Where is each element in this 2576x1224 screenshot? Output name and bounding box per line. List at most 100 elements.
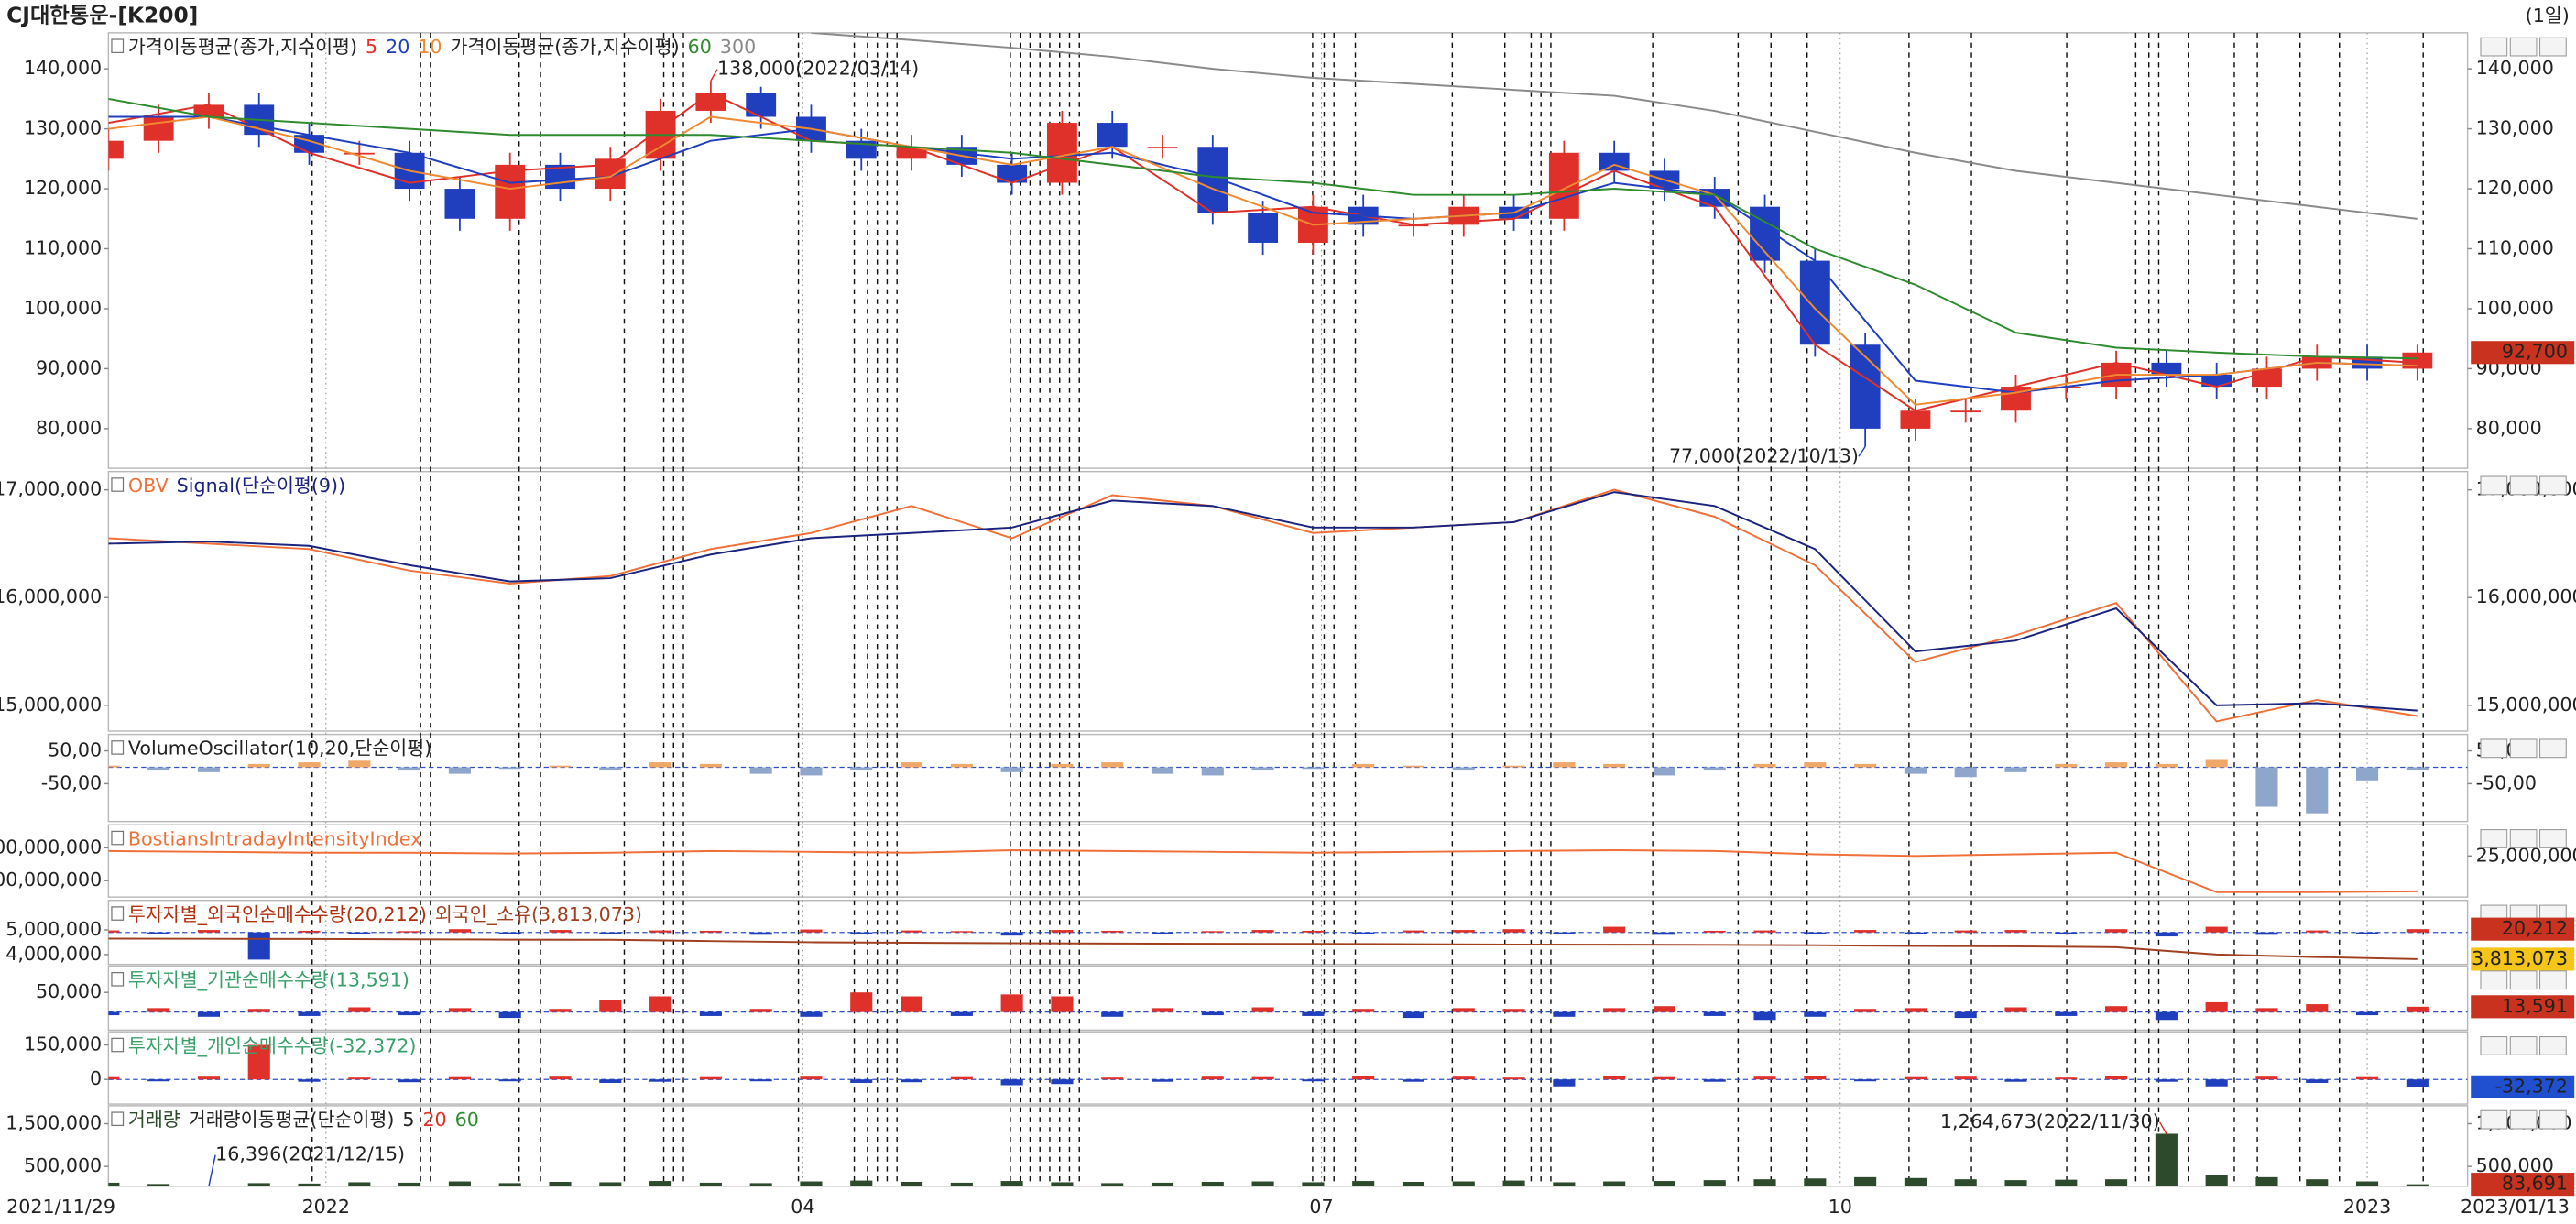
bar xyxy=(1854,763,1877,768)
price-tag xyxy=(2471,1173,2575,1197)
bar xyxy=(1201,1181,1224,1186)
bar xyxy=(108,765,120,768)
bar xyxy=(108,1076,120,1080)
bar xyxy=(1854,930,1877,933)
bar xyxy=(1804,1011,1827,1017)
legend-icon xyxy=(111,477,125,492)
bar xyxy=(247,1009,270,1012)
bar xyxy=(1954,1076,1977,1080)
y-tick-label: 50,00 xyxy=(48,739,102,761)
bar xyxy=(1302,1011,1325,1016)
bar xyxy=(1352,1076,1375,1080)
bar xyxy=(800,1011,823,1017)
y-tick-label: 150,000 xyxy=(24,1033,102,1055)
pane xyxy=(108,1044,2468,1087)
bar xyxy=(448,767,471,774)
bar xyxy=(1000,994,1023,1012)
bar xyxy=(1402,1011,1425,1019)
bar xyxy=(2004,1007,2027,1012)
x-tick-label: 2023 xyxy=(2343,1196,2391,1218)
bar xyxy=(900,1181,923,1186)
bar xyxy=(2004,1180,2027,1186)
legend-item: 5 xyxy=(366,36,377,58)
bar xyxy=(108,1182,120,1186)
nav-button xyxy=(2509,37,2538,57)
bar xyxy=(2105,1006,2128,1012)
bar xyxy=(1151,1079,1174,1082)
bar xyxy=(2355,1076,2379,1080)
price-tag-label: -32,372 xyxy=(2494,1075,2568,1097)
bar xyxy=(950,1182,973,1186)
pane-frame xyxy=(107,1031,2469,1105)
bar xyxy=(2155,1079,2178,1082)
line-series xyxy=(108,937,2418,960)
bar xyxy=(498,767,521,770)
pane-frame xyxy=(107,32,2469,469)
bar xyxy=(1000,932,1023,936)
pane-frame xyxy=(107,733,2469,823)
bar xyxy=(1452,1181,1475,1186)
bar xyxy=(1753,930,1776,933)
legend-icon xyxy=(111,906,125,921)
annotation: 77,000(2022/10/13) xyxy=(1669,444,1859,466)
bar xyxy=(1954,767,1977,778)
bar xyxy=(850,1180,873,1186)
candle-body xyxy=(344,152,375,155)
y2-tick-label: 16,000,000 xyxy=(2476,585,2576,607)
bar xyxy=(2355,1181,2379,1186)
bar xyxy=(1553,762,1576,768)
bar xyxy=(2306,767,2329,814)
bar xyxy=(1201,931,1224,933)
pane-frame xyxy=(107,470,2469,732)
bar xyxy=(699,1076,722,1080)
bar xyxy=(599,1000,622,1012)
bar xyxy=(398,931,421,933)
bar xyxy=(1703,767,1726,771)
bar xyxy=(298,762,321,768)
bar xyxy=(1553,1182,1576,1186)
nav-button xyxy=(2539,1036,2567,1055)
bar xyxy=(147,767,170,771)
bar xyxy=(147,1079,170,1082)
x-start-label: 2021/11/29 xyxy=(6,1196,115,1218)
bar xyxy=(1000,767,1023,772)
bar xyxy=(1402,765,1425,768)
candle-body xyxy=(1046,123,1077,183)
bar xyxy=(599,767,622,771)
bar xyxy=(1101,930,1124,933)
line-series xyxy=(811,32,2418,220)
bar xyxy=(1904,1177,1927,1186)
bar xyxy=(599,1182,622,1186)
bar xyxy=(2306,1079,2329,1083)
bar xyxy=(298,930,321,933)
bar xyxy=(2004,1079,2027,1082)
bar xyxy=(1302,767,1325,770)
bar xyxy=(1653,1006,1676,1012)
annotation: 1,264,673(2022/11/30) xyxy=(1940,1110,2160,1132)
bar xyxy=(1051,1182,1074,1186)
bar xyxy=(348,1077,371,1080)
bar xyxy=(2055,932,2078,934)
bar xyxy=(549,1076,572,1080)
bar xyxy=(1653,767,1676,776)
bar xyxy=(950,763,973,768)
price-tag xyxy=(2471,341,2575,365)
bar xyxy=(108,930,120,933)
price-tag-label: 3,813,073 xyxy=(2472,947,2568,969)
bar xyxy=(1251,1076,1274,1080)
bar xyxy=(2205,1175,2228,1186)
bar xyxy=(699,1011,722,1016)
legend: 거래량 거래량이동평균(단순이평) 5 20 60 xyxy=(128,1109,479,1131)
bar xyxy=(2055,1011,2078,1016)
legend-item: 가격이동평균(종가,지수이평) xyxy=(128,36,357,58)
pane-frame xyxy=(107,965,2469,1032)
candle-body xyxy=(1548,152,1579,219)
bar xyxy=(549,1181,572,1186)
y-tick-label: 120,000 xyxy=(24,177,102,199)
bar xyxy=(1402,930,1425,933)
bar xyxy=(1904,1008,1927,1012)
bar xyxy=(197,930,221,933)
bar xyxy=(1703,1180,1726,1186)
y-tick-label: 80,000 xyxy=(36,417,102,439)
legend-icon xyxy=(111,740,125,755)
